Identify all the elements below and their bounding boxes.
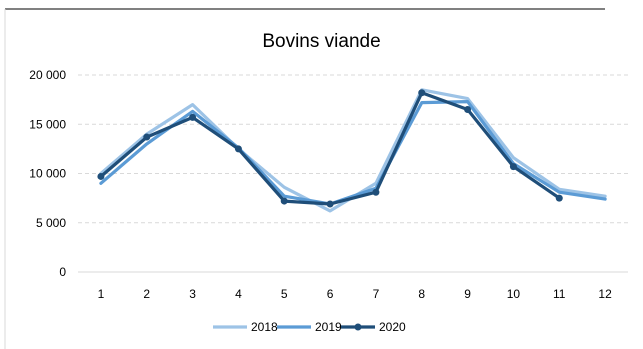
data-point-2020 bbox=[143, 133, 151, 141]
legend-label: 2020 bbox=[379, 320, 406, 334]
x-tick-label: 3 bbox=[189, 287, 196, 301]
legend-label: 2018 bbox=[251, 320, 278, 334]
series-2019 bbox=[99, 100, 607, 206]
x-tick-label: 12 bbox=[598, 287, 612, 301]
x-tick-label: 5 bbox=[281, 287, 288, 301]
x-tick-label: 2 bbox=[143, 287, 150, 301]
series-2018 bbox=[99, 88, 607, 213]
x-tick-label: 10 bbox=[507, 287, 521, 301]
gridlines bbox=[78, 74, 628, 273]
data-point-2020 bbox=[97, 172, 105, 180]
data-point-2020 bbox=[280, 197, 288, 205]
data-point-2020 bbox=[372, 188, 380, 196]
data-point-2020 bbox=[326, 200, 334, 208]
y-axis-ticks: 0 5 000 10 000 15 000 20 000 bbox=[29, 68, 66, 279]
legend-item-2019: 2019 bbox=[277, 320, 342, 334]
legend-item-2020: 2020 bbox=[341, 320, 406, 334]
data-point-2020 bbox=[234, 145, 242, 153]
series-line-2018 bbox=[99, 88, 607, 213]
series-lines bbox=[97, 88, 607, 213]
y-tick-label: 20 000 bbox=[29, 68, 66, 82]
y-tick-label: 15 000 bbox=[29, 117, 66, 131]
y-tick-label: 0 bbox=[59, 265, 66, 279]
data-point-2020 bbox=[418, 89, 426, 97]
x-tick-label: 9 bbox=[464, 287, 471, 301]
x-tick-label: 7 bbox=[373, 287, 380, 301]
y-tick-label: 5 000 bbox=[36, 216, 66, 230]
x-tick-label: 4 bbox=[235, 287, 242, 301]
data-point-2020 bbox=[555, 194, 563, 202]
x-tick-label: 11 bbox=[553, 287, 566, 301]
chart-title: Bovins viande bbox=[262, 31, 381, 52]
legend-item-2018: 2018 bbox=[213, 320, 278, 334]
data-point-2020 bbox=[189, 113, 197, 121]
x-tick-label: 6 bbox=[327, 287, 334, 301]
x-axis-ticks: 1 2 3 4 5 6 7 8 9 10 11 12 bbox=[98, 287, 613, 301]
y-tick-label: 10 000 bbox=[29, 167, 66, 181]
legend: 2018 2019 2020 bbox=[213, 320, 406, 334]
legend-marker bbox=[354, 323, 362, 331]
series-2020 bbox=[97, 89, 563, 208]
data-point-2020 bbox=[464, 105, 472, 113]
x-tick-label: 1 bbox=[98, 287, 105, 301]
series-line-2020 bbox=[99, 91, 561, 206]
legend-label: 2019 bbox=[315, 320, 342, 334]
series-line-2019 bbox=[99, 100, 607, 206]
data-point-2020 bbox=[509, 163, 517, 171]
x-tick-label: 8 bbox=[418, 287, 425, 301]
